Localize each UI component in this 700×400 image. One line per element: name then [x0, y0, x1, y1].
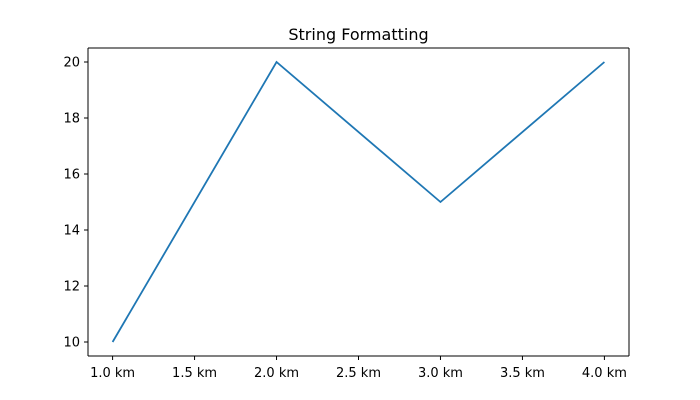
y-tick-label: 10: [63, 336, 80, 351]
y-tick-label: 12: [63, 280, 80, 295]
x-tick-label: 2.5 km: [336, 366, 381, 381]
y-tick-label: 16: [63, 168, 80, 183]
x-tick-label: 3.5 km: [500, 366, 545, 381]
x-tick-label: 4.0 km: [582, 366, 627, 381]
series-line-1: [111, 60, 605, 343]
x-tick-label: 3.0 km: [418, 366, 463, 381]
y-tick-label: 14: [63, 224, 80, 239]
chart-title: String Formatting: [288, 25, 428, 44]
plot-area: 1.0 km 1.5 km 2.0 km 2.5 km 3.0 km 3.5 km 4.0 …: [63, 47, 630, 381]
x-tick-label: 1.5 km: [172, 366, 217, 381]
y-tick-label: 20: [63, 56, 80, 71]
x-tick-label: 1.0 km: [90, 366, 135, 381]
x-tick-label: 2.0 km: [254, 366, 299, 381]
y-tick-label: 18: [63, 112, 80, 127]
